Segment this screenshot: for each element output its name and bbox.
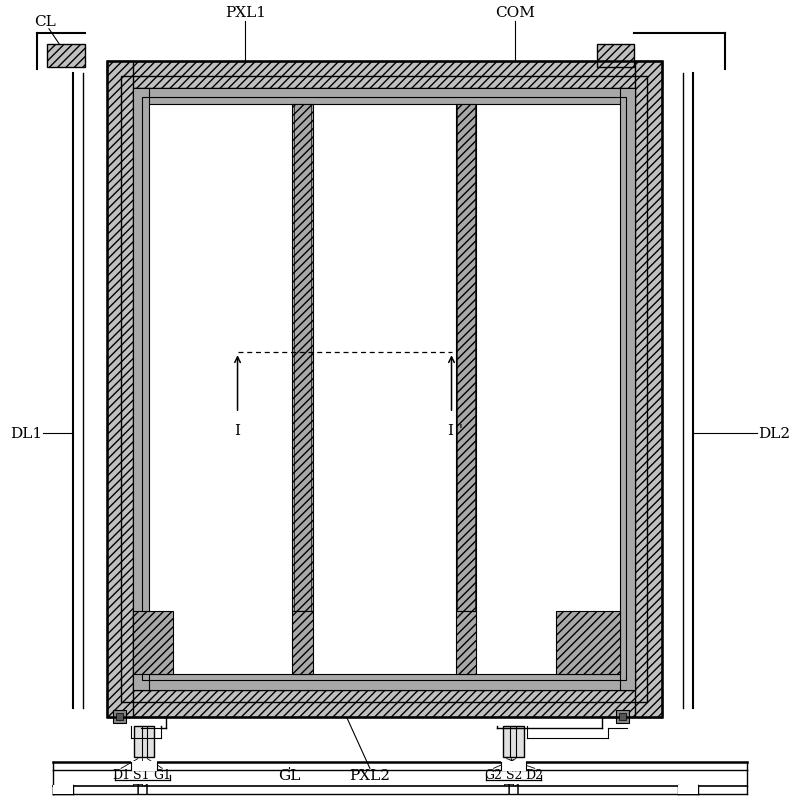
Text: G2: G2 [485, 767, 502, 780]
Bar [292, 105, 313, 611]
Text: S1: S1 [134, 767, 150, 780]
Text: G1: G1 [154, 767, 171, 780]
Bar [133, 88, 149, 690]
Bar [131, 761, 157, 770]
Text: PXL2: PXL2 [350, 767, 390, 782]
Bar [133, 674, 635, 690]
Bar [619, 713, 626, 720]
Text: GL: GL [278, 767, 300, 782]
Text: COM: COM [495, 6, 535, 20]
Bar [292, 611, 313, 674]
Bar [597, 45, 634, 67]
Text: DL2: DL2 [758, 427, 790, 441]
Text: PXL1: PXL1 [225, 6, 266, 20]
Bar [113, 710, 126, 723]
Bar [501, 761, 526, 770]
Bar [635, 62, 662, 717]
Bar [121, 77, 647, 702]
Text: I: I [234, 423, 241, 437]
Text: D1: D1 [112, 767, 130, 780]
Text: I ': I ' [448, 423, 463, 437]
Bar [106, 62, 133, 717]
Bar [556, 611, 619, 674]
Text: DL1: DL1 [10, 427, 42, 441]
Bar [134, 727, 154, 757]
Bar [456, 611, 476, 674]
Text: D2: D2 [526, 767, 544, 780]
Bar [456, 105, 476, 611]
Bar [619, 88, 635, 690]
Text: T1: T1 [133, 783, 152, 797]
Bar [53, 784, 73, 794]
Text: T1: T1 [503, 783, 523, 797]
Bar [106, 690, 662, 717]
Bar [133, 88, 635, 105]
Bar [458, 105, 474, 611]
Text: CL: CL [34, 15, 56, 28]
Bar [678, 784, 698, 794]
Bar [294, 105, 311, 611]
Bar [106, 62, 662, 717]
Bar [133, 611, 173, 674]
Bar [616, 710, 629, 723]
Bar [116, 713, 123, 720]
Text: S2: S2 [506, 767, 522, 780]
Bar [47, 45, 85, 67]
Bar [503, 727, 524, 757]
Bar [142, 98, 626, 680]
Bar [106, 62, 662, 88]
Bar [106, 62, 662, 717]
